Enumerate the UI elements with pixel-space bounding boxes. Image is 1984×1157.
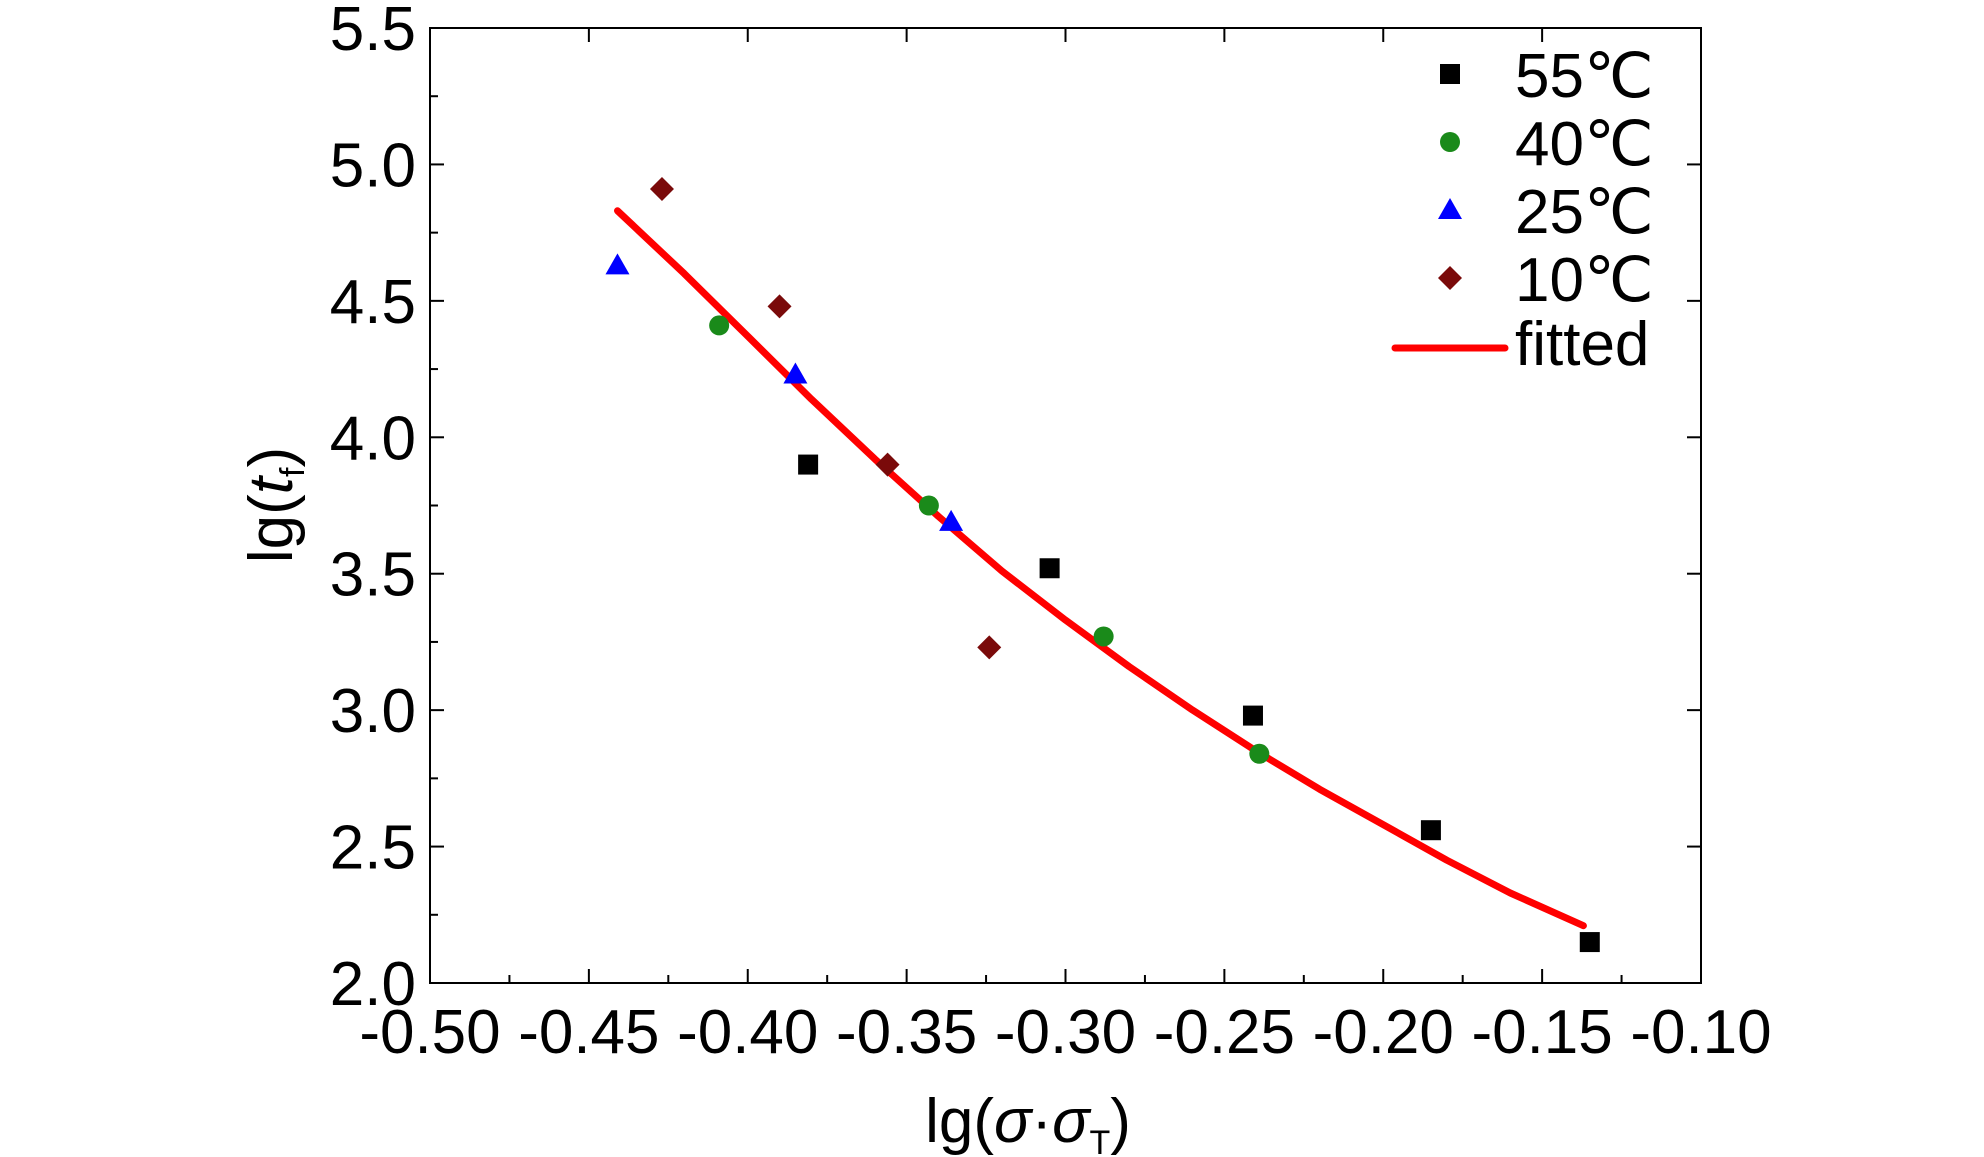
x-tick-label: -0.50 bbox=[359, 998, 500, 1067]
y-tick-label: 2.5 bbox=[330, 814, 416, 883]
x-axis-title-sub: T bbox=[1089, 1124, 1110, 1157]
x-axis-title-suffix: ) bbox=[1110, 1087, 1131, 1156]
data-point-diamond bbox=[767, 294, 792, 319]
data-point-square bbox=[1420, 820, 1441, 841]
x-tick-label: -0.20 bbox=[1313, 998, 1454, 1067]
x-axis-title-dot: · bbox=[1031, 1087, 1052, 1156]
legend-marker-diamond bbox=[1438, 266, 1462, 290]
data-point-diamond bbox=[649, 176, 674, 201]
x-axis-title: lg(σ·σT) bbox=[925, 1087, 1131, 1157]
data-point-circle bbox=[1093, 626, 1114, 647]
axis-ticks bbox=[429, 27, 1702, 984]
y-tick-label: 3.0 bbox=[330, 677, 416, 746]
data-point-triangle bbox=[605, 253, 630, 275]
x-axis-title-var1: σ bbox=[994, 1087, 1034, 1156]
data-point-square bbox=[1242, 705, 1263, 726]
x-tick-label: -0.35 bbox=[836, 998, 977, 1067]
data-point-triangle bbox=[783, 362, 808, 384]
y-tick-label: 5.0 bbox=[330, 131, 416, 200]
legend-marker-circle bbox=[1440, 132, 1460, 152]
legend-marker-triangle bbox=[1438, 198, 1462, 219]
y-tick-label: 2.0 bbox=[330, 950, 416, 1019]
y-tick-label: 5.5 bbox=[330, 0, 416, 64]
legend-label: 40℃ bbox=[1515, 110, 1654, 179]
x-tick-label: -0.40 bbox=[677, 998, 818, 1067]
data-point-diamond bbox=[875, 452, 900, 477]
data-point-diamond bbox=[977, 635, 1002, 660]
x-tick-label: -0.10 bbox=[1630, 998, 1771, 1067]
y-axis-title-sub: f bbox=[274, 467, 312, 477]
data-point-triangle bbox=[939, 509, 964, 531]
data-point-square bbox=[1039, 558, 1060, 579]
x-tick-label: -0.25 bbox=[1154, 998, 1295, 1067]
data-point-square bbox=[1579, 932, 1600, 953]
legend-label: 25℃ bbox=[1515, 178, 1654, 247]
y-tick-label: 3.5 bbox=[330, 541, 416, 610]
legend-label: 55℃ bbox=[1515, 42, 1654, 111]
fitted-curve bbox=[614, 207, 1587, 930]
data-point-circle bbox=[1249, 743, 1270, 764]
data-point-square bbox=[798, 454, 819, 475]
x-tick-label: -0.30 bbox=[995, 998, 1136, 1067]
data-markers bbox=[605, 176, 1600, 953]
x-axis-title-prefix: lg( bbox=[925, 1087, 994, 1156]
x-tick-label: -0.45 bbox=[518, 998, 659, 1067]
data-point-circle bbox=[918, 495, 939, 516]
y-tick-labels: 2.0 2.5 3.0 3.5 4.0 4.5 5.0 5.5 bbox=[330, 0, 416, 1019]
legend-label: 10℃ bbox=[1515, 246, 1654, 315]
x-tick-label: -0.15 bbox=[1471, 998, 1612, 1067]
plot-frame bbox=[429, 27, 1702, 984]
y-axis-title-var: t bbox=[237, 474, 306, 494]
x-tick-labels: -0.50 -0.45 -0.40 -0.35 -0.30 -0.25 -0.20 -0.15… bbox=[359, 998, 1771, 1067]
y-axis-title: lg(tf) bbox=[237, 447, 312, 563]
legend-label: fitted bbox=[1515, 310, 1649, 379]
y-tick-label: 4.5 bbox=[330, 268, 416, 337]
y-axis-title-suffix: ) bbox=[237, 447, 306, 468]
y-axis-title-prefix: lg( bbox=[237, 494, 306, 563]
legend-marker-square bbox=[1440, 64, 1460, 84]
y-tick-label: 4.0 bbox=[330, 404, 416, 473]
x-axis-title-var2: σ bbox=[1052, 1087, 1092, 1156]
data-point-circle bbox=[709, 315, 730, 336]
